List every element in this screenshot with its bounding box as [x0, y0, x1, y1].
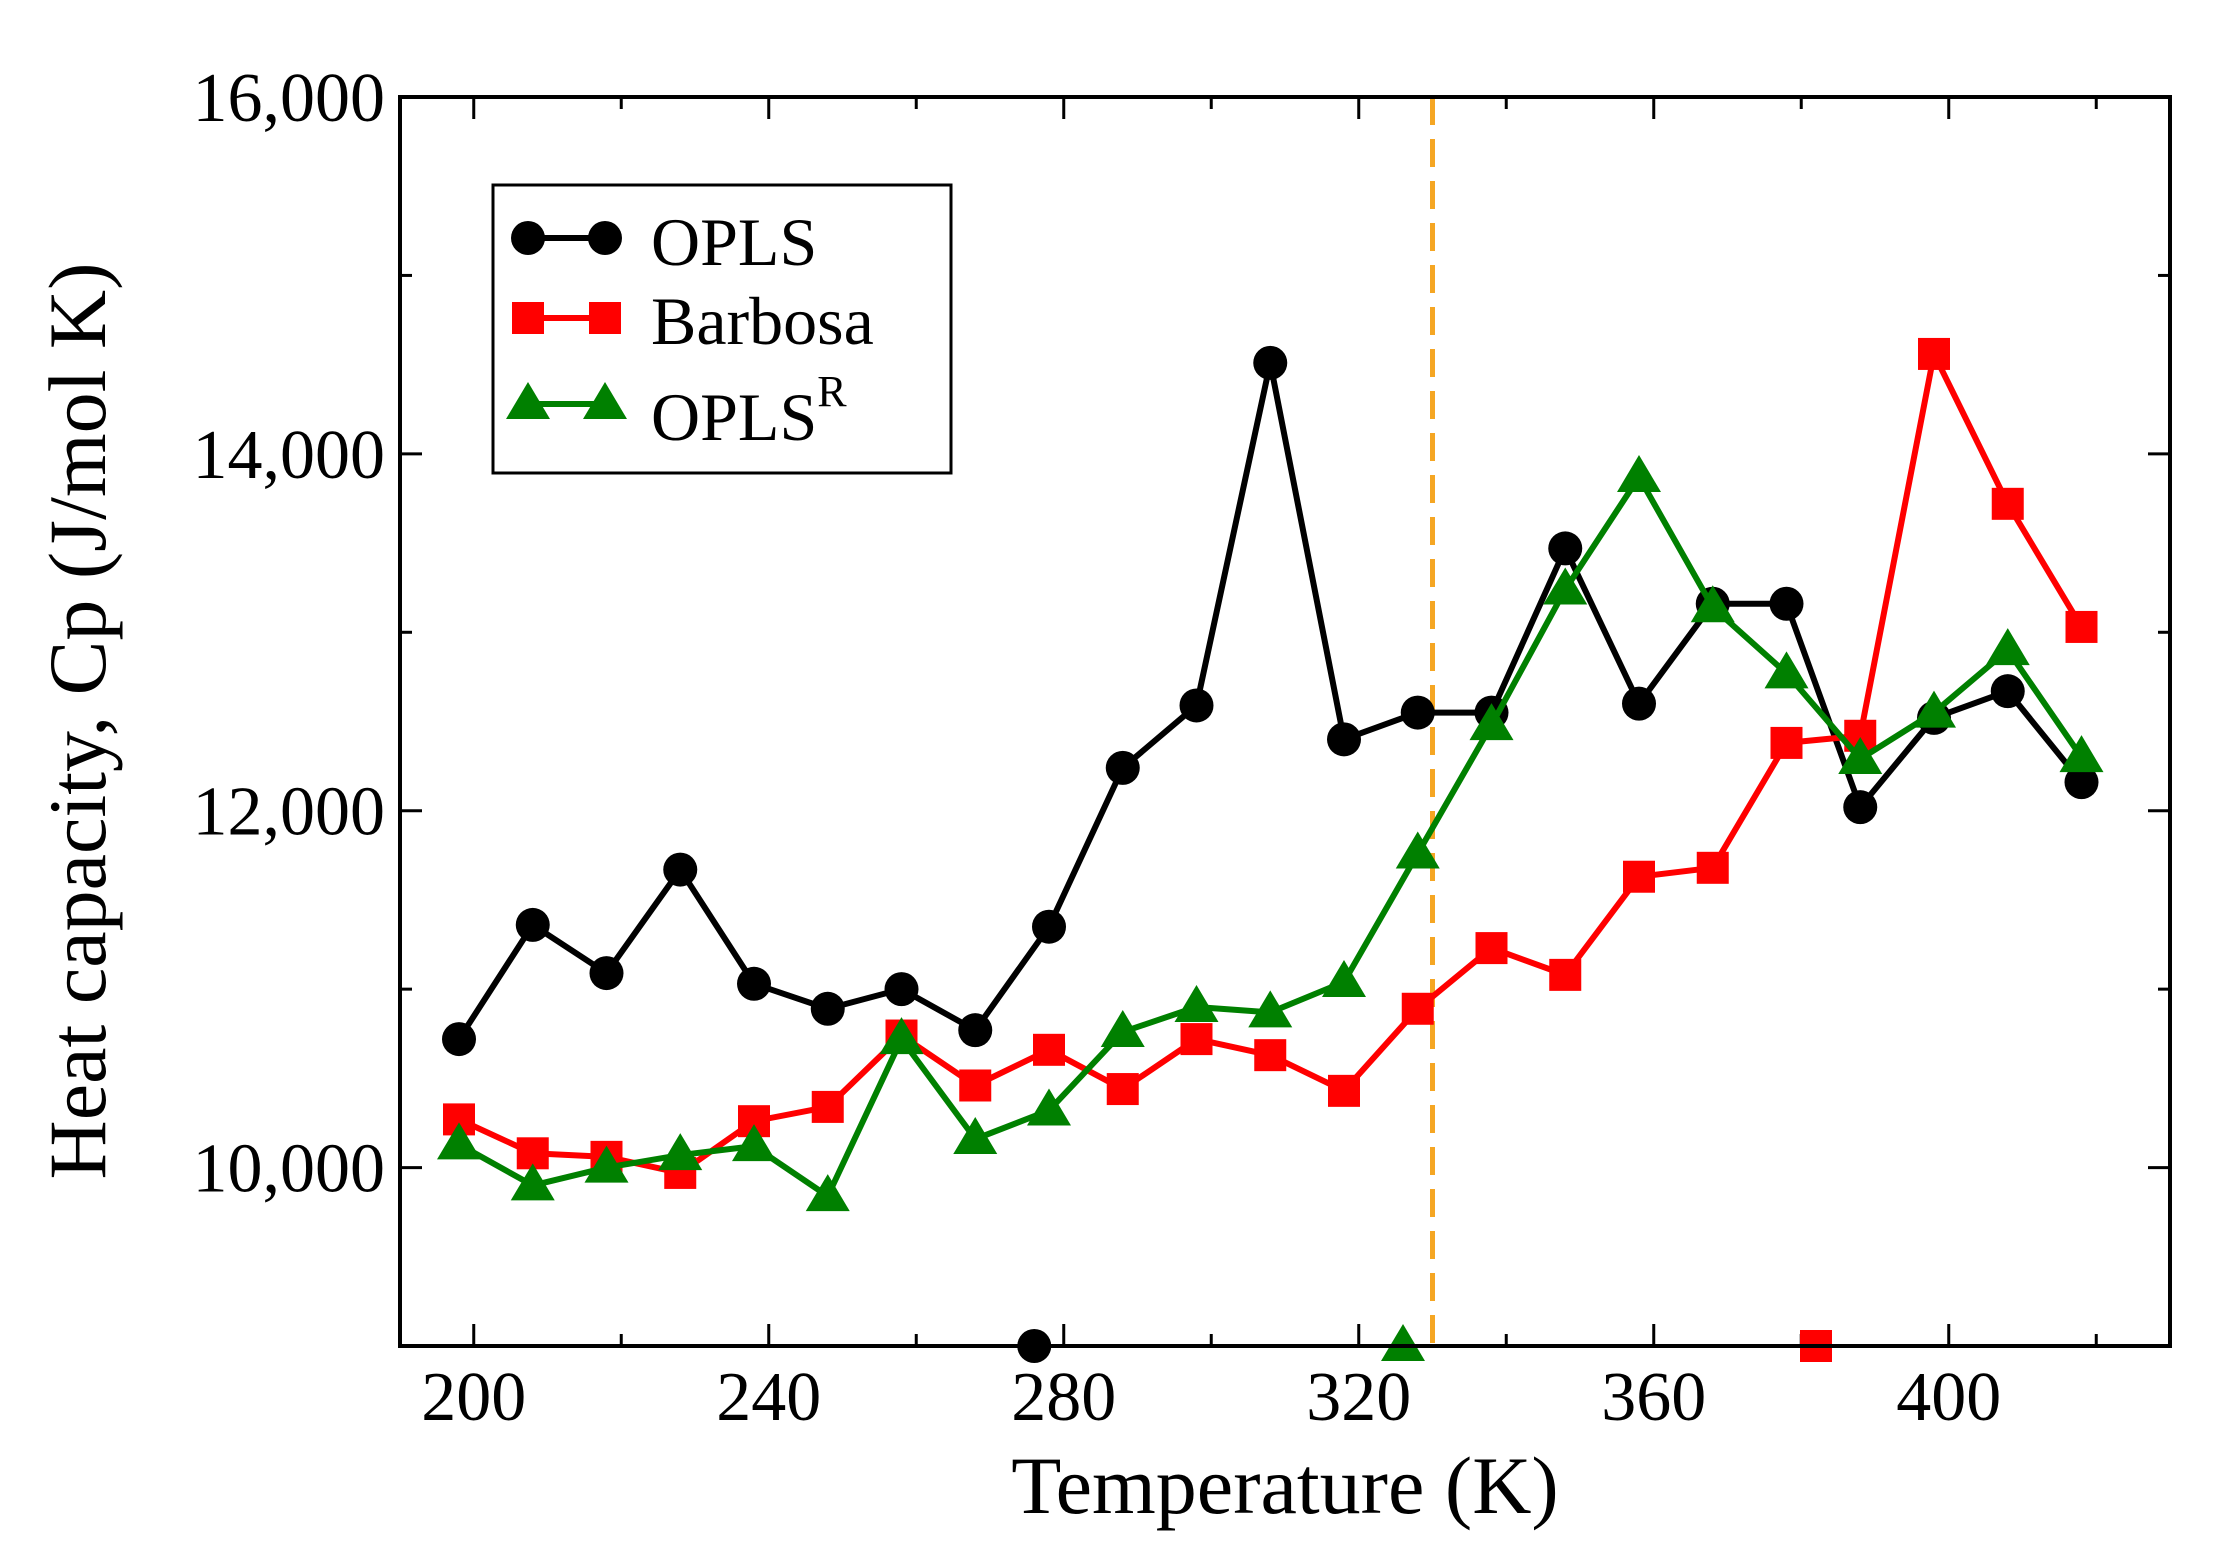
data-point: [958, 1013, 993, 1048]
data-point: [810, 991, 845, 1026]
data-point: [1912, 690, 1956, 728]
data-point: [663, 852, 698, 887]
data-point: [1617, 455, 1661, 493]
data-point: [437, 1122, 481, 1160]
data-point: [584, 1145, 629, 1183]
data-point: [1838, 736, 1883, 774]
data-point: [1543, 567, 1588, 605]
data-point: [1696, 851, 1729, 884]
data-point: [879, 1017, 924, 1055]
data-point: [1548, 531, 1583, 566]
data-point: [1253, 345, 1288, 380]
data-point: [1248, 990, 1293, 1028]
series-line-opls-r: [457, 474, 2084, 1200]
legend-label-oplsr: OPLSR: [651, 367, 847, 455]
data-point: [1401, 992, 1434, 1025]
y-tick-label: 14,000: [193, 417, 386, 494]
plot-frame: [398, 95, 2172, 1348]
data-point: [1400, 695, 1435, 730]
legend-marker-barbosa: [512, 302, 544, 334]
data-point: [1690, 585, 1735, 623]
data-point: [1328, 1074, 1360, 1107]
data-point: [953, 1117, 998, 1155]
data-point: [658, 1133, 703, 1171]
data-point: [1322, 960, 1366, 998]
data-point: [1106, 1073, 1139, 1106]
legend-label-oplsr-base: OPLS: [651, 379, 817, 455]
legend-marker-barbosa: [589, 302, 621, 334]
data-point: [805, 1174, 850, 1212]
data-point: [1623, 860, 1655, 893]
x-tick-label: 200: [421, 1359, 526, 1436]
data-point: [2064, 765, 2099, 800]
series-opls-r: [437, 455, 2104, 1361]
legend-marker-opls: [511, 221, 545, 255]
y-tick-labels: 10,000 12,000 14,000 16,000: [193, 60, 386, 1208]
data-point: [1032, 909, 1066, 944]
data-point: [1027, 1088, 1071, 1126]
data-point: [811, 1090, 844, 1123]
legend-label-opls: OPLS: [651, 204, 817, 280]
data-point: [1991, 487, 2024, 520]
legend-box: [491, 183, 953, 475]
x-axis-title: Temperature (K): [1011, 1440, 1558, 1531]
data-point: [1769, 586, 1804, 621]
data-point: [2065, 610, 2098, 643]
data-point: [510, 1163, 555, 1201]
data-point: [1843, 790, 1878, 825]
data-point: [1918, 337, 1950, 370]
data-point: [1105, 750, 1140, 785]
data-point: [1327, 722, 1361, 757]
legend-marker-opls: [588, 221, 622, 255]
data-point: [884, 972, 919, 1007]
data-point: [1770, 726, 1803, 759]
data-point: [1622, 686, 1656, 721]
legend-label-oplsr-superscript: R: [817, 367, 847, 416]
legend-marker-opls-r: [506, 382, 550, 419]
legend-label-barbosa: Barbosa: [651, 283, 874, 359]
data-point: [1764, 651, 1809, 689]
data-point: [1985, 628, 2030, 666]
data-point: [732, 1124, 776, 1162]
data-point: [1395, 831, 1440, 869]
y-axis-title: Heat capacity, Cp (J/mol K): [32, 263, 123, 1180]
series-opls: [442, 345, 2099, 1363]
x-tick-labels: 200 240 280 320 360 400: [421, 1359, 2001, 1436]
data-point: [1033, 1033, 1065, 1066]
data-point: [589, 956, 624, 991]
y-tick-label: 10,000: [193, 1131, 386, 1208]
y-tick-label: 12,000: [193, 774, 386, 851]
x-tick-label: 240: [716, 1359, 821, 1436]
series-group: [437, 337, 2104, 1363]
series-barbosa: [443, 337, 2098, 1362]
data-point: [515, 907, 550, 942]
x-tick-label: 280: [1011, 1359, 1116, 1436]
data-point: [1180, 1023, 1213, 1056]
legend-marks: [506, 221, 627, 419]
data-point: [1469, 703, 1514, 741]
legend: OPLS Barbosa OPLSR: [491, 183, 953, 475]
legend-marker-opls-r: [583, 382, 627, 419]
y-tick-label: 16,000: [193, 60, 386, 137]
data-point: [1475, 932, 1508, 965]
data-point: [1100, 1009, 1145, 1047]
data-point: [1990, 674, 2025, 709]
data-point: [442, 1022, 476, 1057]
data-point: [737, 966, 771, 1001]
data-point: [1549, 958, 1582, 991]
data-point: [2059, 735, 2104, 773]
data-point: [1174, 984, 1219, 1022]
x-tick-label: 320: [1306, 1359, 1411, 1436]
data-point: [1179, 688, 1214, 723]
data-point: [1254, 1039, 1287, 1072]
data-point: [959, 1069, 992, 1102]
x-tick-label: 360: [1601, 1359, 1706, 1436]
offscale-data-point: [1381, 1324, 1425, 1361]
x-tick-label: 400: [1896, 1359, 2001, 1436]
